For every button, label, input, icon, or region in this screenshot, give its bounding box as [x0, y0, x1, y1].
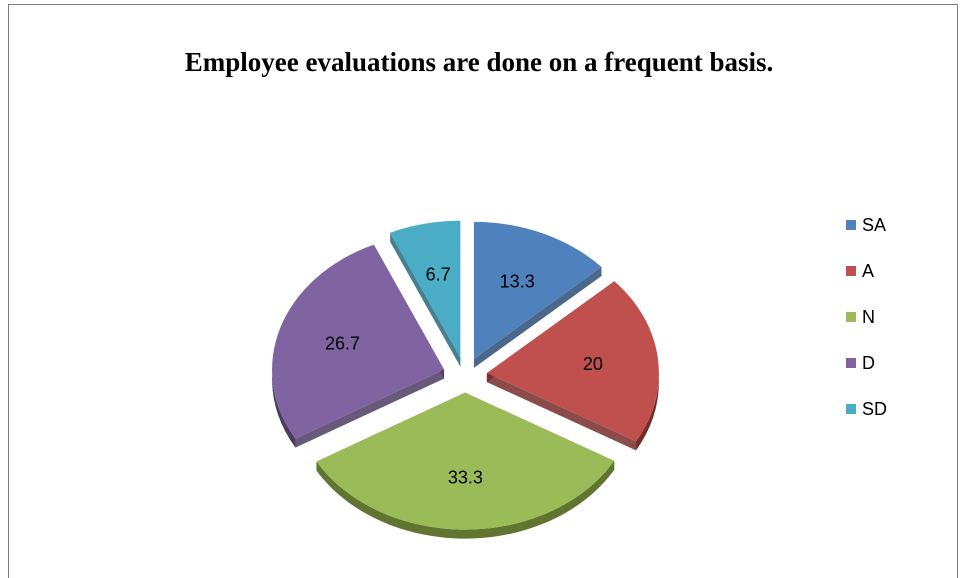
- pie-cut-sa-1: [473, 267, 602, 368]
- pie-slice-d: [272, 244, 445, 439]
- pie-side-a: [636, 373, 659, 451]
- legend-label-d: D: [862, 353, 875, 373]
- legend-swatch-n: [846, 312, 856, 322]
- legend-swatch-sa: [846, 220, 856, 230]
- pie-slice-n: [316, 392, 615, 530]
- pie-label-a: 20: [583, 354, 603, 374]
- pie-data-labels: 13.3 20 33.3 26.7 6.7: [325, 265, 603, 488]
- pie-cut-a-1: [486, 373, 637, 451]
- pie-slice-sd: [390, 220, 461, 358]
- legend-swatch-d: [846, 358, 856, 368]
- legend-swatch-a: [846, 266, 856, 276]
- pie-slice-tops: [272, 220, 659, 530]
- pie-slice-a: [486, 281, 659, 442]
- legend-label-a: A: [862, 261, 875, 281]
- pie-cut-d-0: [295, 369, 445, 448]
- legend-label-sd: SD: [862, 399, 888, 419]
- pie-side-d: [272, 369, 296, 448]
- pie-side-n: [316, 460, 615, 539]
- legend-label-sa: SA: [862, 215, 887, 235]
- pie-label-sd: 6.7: [426, 265, 451, 285]
- pie-label-d: 26.7: [325, 334, 360, 354]
- chart-title: Employee evaluations are done on a frequ…: [184, 47, 774, 77]
- legend-swatch-sd: [846, 404, 856, 414]
- pie-label-sa: 13.3: [500, 271, 535, 291]
- pie-slice-sa: [473, 221, 602, 359]
- legend-label-n: N: [862, 307, 875, 327]
- pie-cut-sd-0: [390, 232, 461, 367]
- pie-label-n: 33.3: [448, 468, 483, 488]
